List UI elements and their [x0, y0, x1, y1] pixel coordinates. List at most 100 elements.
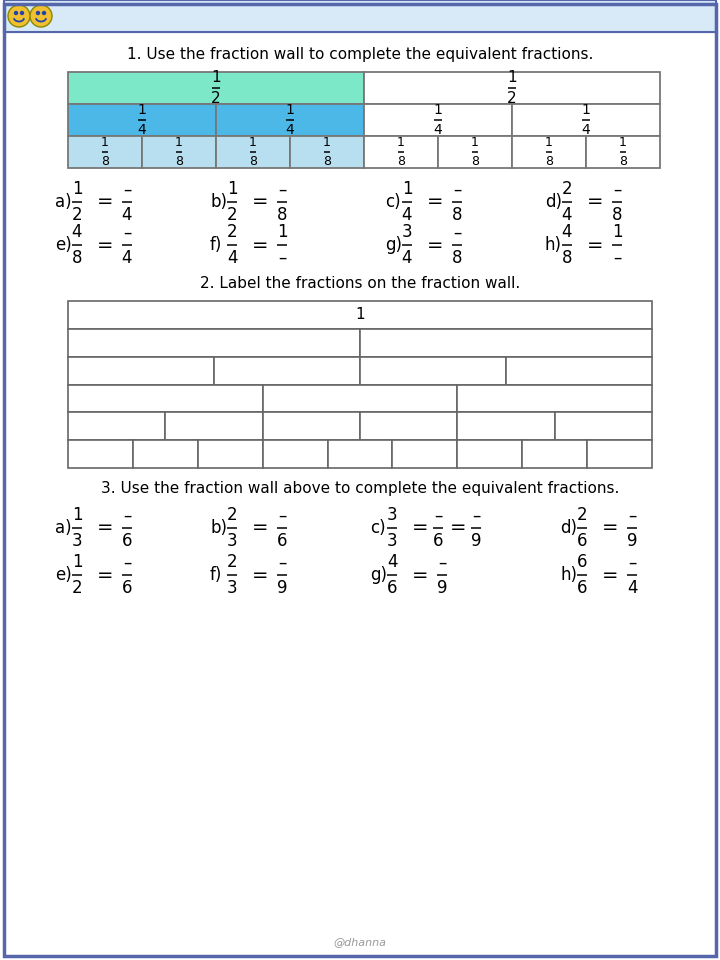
Text: 8: 8 [323, 155, 331, 168]
Text: 2. Label the fractions on the fraction wall.: 2. Label the fractions on the fraction w… [200, 276, 520, 292]
Text: 6: 6 [122, 579, 132, 596]
Bar [68, 136, 142, 168]
Bar [522, 441, 587, 468]
Text: –: – [434, 506, 442, 524]
Bar [457, 385, 652, 413]
Text: 2: 2 [227, 224, 238, 241]
Text: 2: 2 [507, 91, 517, 107]
Text: 8: 8 [562, 249, 572, 267]
Text: 6: 6 [122, 532, 132, 550]
Text: =: = [412, 518, 428, 538]
Text: –: – [123, 180, 131, 199]
Bar [360, 357, 506, 385]
Text: 8: 8 [451, 205, 462, 224]
Text: –: – [453, 180, 462, 199]
Text: 8: 8 [612, 205, 622, 224]
Text: 6: 6 [577, 532, 588, 550]
Text: 2: 2 [72, 579, 82, 596]
Text: 4: 4 [227, 249, 238, 267]
Text: h): h) [545, 236, 562, 254]
Text: =: = [96, 235, 113, 254]
Text: 6: 6 [387, 579, 397, 596]
Text: =: = [412, 565, 428, 585]
Bar [263, 441, 328, 468]
Text: 2: 2 [227, 205, 238, 224]
Text: –: – [628, 506, 636, 524]
Text: –: – [628, 553, 636, 571]
Text: d): d) [545, 193, 562, 211]
Text: 1: 1 [72, 506, 82, 524]
Bar [512, 136, 586, 168]
Text: 1: 1 [101, 136, 109, 149]
Bar [364, 104, 512, 136]
Circle shape [37, 12, 40, 14]
Text: 4: 4 [626, 579, 637, 596]
Text: a): a) [55, 193, 71, 211]
Text: f): f) [210, 236, 222, 254]
Text: –: – [453, 224, 462, 241]
Bar [360, 413, 457, 441]
Bar [290, 136, 364, 168]
Text: 4: 4 [387, 553, 397, 571]
Text: 3: 3 [227, 579, 238, 596]
Text: 9: 9 [276, 579, 287, 596]
Text: 1: 1 [397, 136, 405, 149]
Bar [214, 357, 360, 385]
Text: 1: 1 [72, 180, 82, 199]
Text: 3: 3 [387, 506, 397, 524]
Text: =: = [602, 565, 618, 585]
Bar [68, 385, 263, 413]
Text: 2: 2 [227, 553, 238, 571]
Text: =: = [427, 193, 444, 211]
Text: e): e) [55, 566, 72, 584]
Text: 2: 2 [577, 506, 588, 524]
Text: 9: 9 [437, 579, 447, 596]
Text: 1: 1 [227, 180, 238, 199]
Text: 4: 4 [402, 205, 413, 224]
Bar [457, 413, 554, 441]
Text: =: = [96, 565, 113, 585]
Bar [263, 385, 457, 413]
Text: 4: 4 [72, 224, 82, 241]
Bar [457, 441, 522, 468]
Text: 1: 1 [612, 224, 622, 241]
Text: c): c) [385, 193, 400, 211]
Text: 1: 1 [582, 103, 590, 117]
Bar [4, 0, 716, 32]
Bar [328, 441, 392, 468]
Bar [360, 329, 652, 357]
Circle shape [30, 5, 52, 27]
Bar [506, 357, 652, 385]
Text: 1: 1 [545, 136, 553, 149]
Text: –: – [278, 506, 286, 524]
Text: Recognise and show using diagrams families of common equivalent fractions: Recognise and show using diagrams famili… [58, 11, 462, 21]
Text: =: = [252, 193, 269, 211]
Text: e): e) [55, 236, 72, 254]
Circle shape [8, 5, 30, 27]
Text: –: – [123, 553, 131, 571]
Text: f): f) [210, 566, 222, 584]
Bar [554, 413, 652, 441]
Bar [263, 413, 360, 441]
Text: –: – [278, 180, 286, 199]
Text: 1: 1 [323, 136, 331, 149]
Text: 1: 1 [355, 307, 365, 323]
Text: 4: 4 [582, 123, 590, 137]
Text: 1: 1 [72, 553, 82, 571]
Text: =: = [450, 518, 467, 538]
Bar [142, 136, 216, 168]
Text: –: – [472, 506, 480, 524]
Text: –: – [123, 224, 131, 241]
Text: =: = [252, 235, 269, 254]
Text: 9: 9 [626, 532, 637, 550]
Bar [216, 136, 290, 168]
Text: 1: 1 [471, 136, 479, 149]
Text: 8: 8 [249, 155, 257, 168]
Text: 4: 4 [562, 224, 572, 241]
Bar [586, 136, 660, 168]
Text: 1: 1 [402, 180, 413, 199]
Text: 3: 3 [227, 532, 238, 550]
Bar [68, 104, 216, 136]
Text: 1: 1 [286, 103, 294, 117]
Bar [364, 136, 438, 168]
